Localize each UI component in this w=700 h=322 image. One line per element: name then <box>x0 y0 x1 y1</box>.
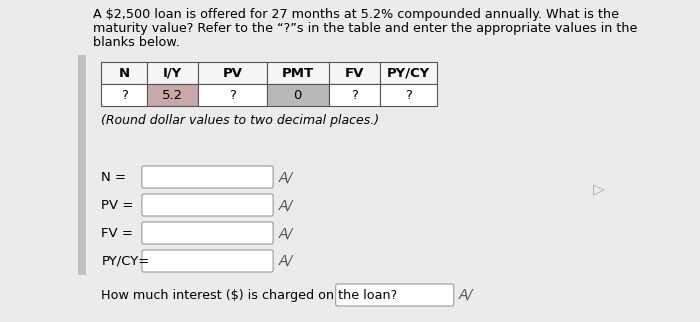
Text: FV: FV <box>344 67 364 80</box>
Text: N =: N = <box>102 171 126 184</box>
Bar <box>379 84 437 106</box>
Bar <box>198 84 267 106</box>
FancyBboxPatch shape <box>142 222 273 244</box>
Bar <box>328 62 379 84</box>
Text: I/Y: I/Y <box>163 67 182 80</box>
Text: blanks below.: blanks below. <box>92 36 179 49</box>
FancyBboxPatch shape <box>142 250 273 272</box>
Bar <box>102 62 147 84</box>
Text: ?: ? <box>121 89 127 101</box>
Text: maturity value? Refer to the “?”s in the table and enter the appropriate values : maturity value? Refer to the “?”s in the… <box>92 22 637 35</box>
Text: (Round dollar values to two decimal places.): (Round dollar values to two decimal plac… <box>102 114 379 127</box>
Text: A/: A/ <box>459 288 473 302</box>
Text: How much interest ($) is charged on the loan?: How much interest ($) is charged on the … <box>102 289 398 301</box>
Bar <box>147 62 198 84</box>
Bar <box>267 84 328 106</box>
Text: N: N <box>119 67 130 80</box>
Text: ?: ? <box>229 89 236 101</box>
Text: PY/CY=: PY/CY= <box>102 254 150 268</box>
FancyBboxPatch shape <box>142 194 273 216</box>
Text: PV =: PV = <box>102 198 134 212</box>
Text: A/: A/ <box>279 226 293 240</box>
Text: ?: ? <box>405 89 412 101</box>
Text: A/: A/ <box>279 254 293 268</box>
Text: FV =: FV = <box>102 226 133 240</box>
Bar <box>267 62 328 84</box>
Text: 0: 0 <box>293 89 302 101</box>
Text: ?: ? <box>351 89 358 101</box>
FancyBboxPatch shape <box>142 166 273 188</box>
Bar <box>328 84 379 106</box>
FancyBboxPatch shape <box>336 284 454 306</box>
Text: A/: A/ <box>279 170 293 184</box>
Text: PMT: PMT <box>281 67 314 80</box>
Bar <box>198 62 267 84</box>
Text: A/: A/ <box>279 198 293 212</box>
Bar <box>78 55 86 275</box>
Text: ▷: ▷ <box>594 183 605 197</box>
Text: 5.2: 5.2 <box>162 89 183 101</box>
Bar <box>147 84 198 106</box>
Text: PV: PV <box>223 67 243 80</box>
Text: A $2,500 loan is offered for 27 months at 5.2% compounded annually. What is the: A $2,500 loan is offered for 27 months a… <box>92 8 619 21</box>
Text: PY/CY: PY/CY <box>387 67 430 80</box>
Bar <box>102 84 147 106</box>
Bar <box>379 62 437 84</box>
